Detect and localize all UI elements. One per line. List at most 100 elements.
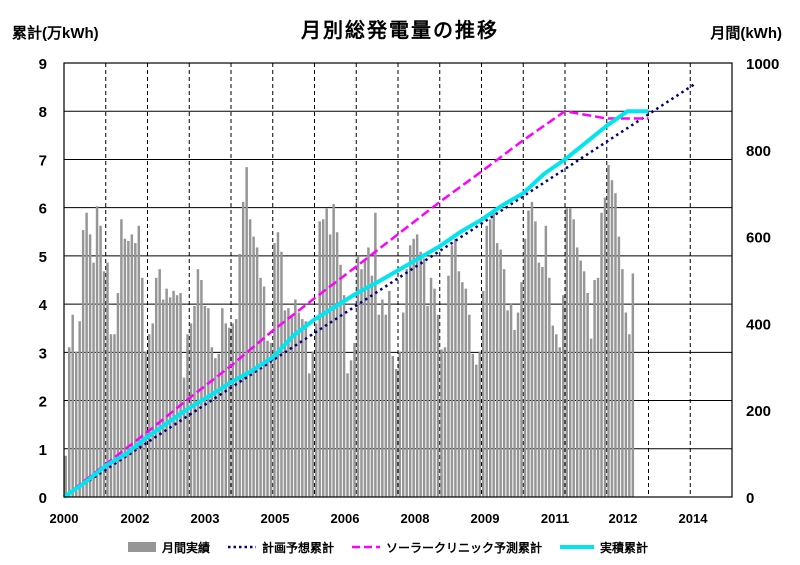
bar	[440, 349, 443, 497]
bar	[81, 230, 85, 497]
left-tick-label: 1	[39, 442, 47, 459]
bar	[415, 234, 419, 497]
legend-label-monthly: 月間実績	[162, 540, 211, 555]
bar	[502, 269, 506, 497]
bar	[262, 286, 266, 497]
bar	[290, 316, 294, 497]
bar	[370, 275, 374, 497]
bar	[422, 258, 426, 497]
bar	[516, 312, 520, 497]
bar	[308, 373, 311, 497]
bar	[454, 238, 457, 497]
legend-swatch-actual-line	[560, 545, 595, 549]
bar	[482, 290, 485, 497]
bar	[457, 271, 461, 497]
bar	[287, 308, 290, 497]
bar	[245, 167, 248, 497]
left-tick-label: 7	[39, 152, 47, 169]
bar	[562, 295, 565, 497]
right-tick-label: 400	[746, 316, 771, 333]
x-tick-label: 2009	[471, 511, 500, 526]
bar	[241, 201, 245, 497]
bar	[113, 334, 116, 497]
bar	[506, 310, 509, 497]
bar	[509, 303, 513, 497]
legend-swatch-plan-line	[228, 545, 257, 549]
bar	[224, 323, 228, 497]
bar	[304, 321, 308, 497]
x-tick-label: 2006	[331, 511, 360, 526]
bar	[565, 208, 568, 497]
bar	[412, 238, 415, 497]
bar	[71, 314, 74, 497]
bar	[530, 201, 534, 497]
chart-title: 月別総発電量の推移	[301, 20, 499, 42]
bar	[388, 290, 391, 497]
legend-label-solar-clinic: ソーラークリニック予測累計	[386, 540, 543, 555]
bar	[297, 312, 301, 497]
left-tick-label: 6	[39, 201, 47, 218]
bar	[99, 225, 102, 497]
x-tick-label: 2011	[541, 511, 569, 526]
bar	[555, 334, 558, 497]
bar	[544, 225, 548, 497]
bar	[596, 277, 600, 497]
bar	[408, 245, 412, 497]
bar	[151, 323, 154, 497]
bar	[321, 219, 325, 498]
x-tick-label: 2014	[679, 511, 709, 526]
bar	[130, 234, 134, 497]
bar	[214, 358, 217, 497]
bar	[558, 347, 562, 497]
right-tick-label: 800	[746, 143, 771, 160]
right-tick-label: 1000	[746, 56, 779, 73]
bar	[589, 338, 593, 497]
bar	[492, 212, 495, 498]
bar	[488, 219, 492, 498]
bar	[325, 208, 328, 497]
bar	[141, 277, 144, 497]
bar	[335, 232, 339, 497]
bar	[374, 212, 377, 498]
bar	[269, 342, 273, 497]
solar-clinic-forecast-line	[63, 109, 649, 498]
bar	[346, 373, 349, 497]
bar	[520, 282, 523, 497]
bar	[537, 262, 541, 497]
bar	[266, 340, 269, 497]
bar	[294, 299, 297, 497]
grid-lines	[64, 62, 732, 498]
right-tick-label: 200	[746, 403, 771, 420]
monthly-bars	[64, 164, 635, 498]
bar	[92, 262, 95, 497]
bar	[429, 277, 433, 497]
bar	[78, 321, 81, 497]
bar	[228, 327, 231, 497]
bar	[436, 314, 440, 497]
bar	[154, 277, 158, 497]
bar	[74, 351, 78, 497]
bar	[311, 351, 314, 497]
bar	[621, 269, 624, 497]
left-tick-label: 8	[39, 104, 47, 121]
bar	[182, 377, 186, 497]
bar	[593, 280, 596, 497]
bar	[328, 234, 332, 497]
legend-item-monthly: 月間実績	[128, 539, 210, 556]
bar	[395, 368, 398, 497]
bar	[217, 353, 221, 497]
left-tick-label: 9	[39, 56, 47, 73]
bar	[349, 360, 353, 497]
bar	[548, 277, 551, 497]
bar	[405, 269, 408, 497]
bar	[85, 212, 88, 498]
bar	[248, 219, 252, 498]
bar	[541, 266, 544, 497]
x-tick-label: 2002	[121, 511, 150, 526]
bar	[377, 314, 381, 497]
bar	[471, 353, 475, 497]
right-axis-label: 月間(kWh)	[710, 25, 782, 42]
bar	[148, 334, 151, 497]
bar	[614, 193, 617, 497]
axis-tick-labels: 0 1 2 3 4 5 6 7 8 9 0 200 400 600 800 1000 2000 2002 2003 2…	[39, 56, 780, 526]
